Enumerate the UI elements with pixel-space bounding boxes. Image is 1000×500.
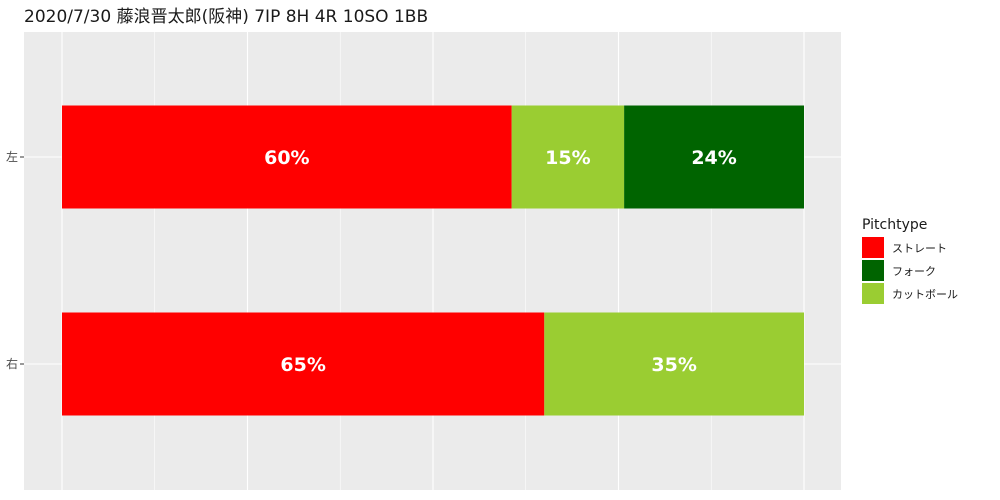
- bar-segment: [62, 312, 545, 416]
- y-tick-label: 左: [6, 149, 18, 164]
- bar-segment: [62, 105, 512, 209]
- legend-label: フォーク: [892, 265, 936, 278]
- bar-segment: [624, 105, 804, 209]
- bar-segment: [511, 105, 625, 209]
- bar-value-label: 24%: [691, 147, 736, 169]
- legend-label: ストレート: [892, 242, 947, 255]
- bar-segment: [544, 312, 804, 416]
- category-ticks: 左右: [6, 149, 24, 371]
- chart-title: 2020/7/30 藤浪晋太郎(阪神) 7IP 8H 4R 10SO 1BB: [24, 7, 428, 27]
- legend-swatch: [862, 260, 884, 281]
- bar-value-label: 60%: [264, 147, 309, 169]
- bar-value-label: 15%: [545, 147, 590, 169]
- y-tick-label: 右: [6, 356, 18, 371]
- legend-label: カットボール: [892, 288, 958, 301]
- legend-swatch: [862, 283, 884, 304]
- legend-swatch: [862, 237, 884, 258]
- bar-value-label: 65%: [280, 354, 325, 376]
- bars: 60% 15% 24% 65% 35%: [62, 105, 804, 416]
- bar-value-label: 35%: [651, 354, 696, 376]
- legend-title: Pitchtype: [862, 217, 927, 233]
